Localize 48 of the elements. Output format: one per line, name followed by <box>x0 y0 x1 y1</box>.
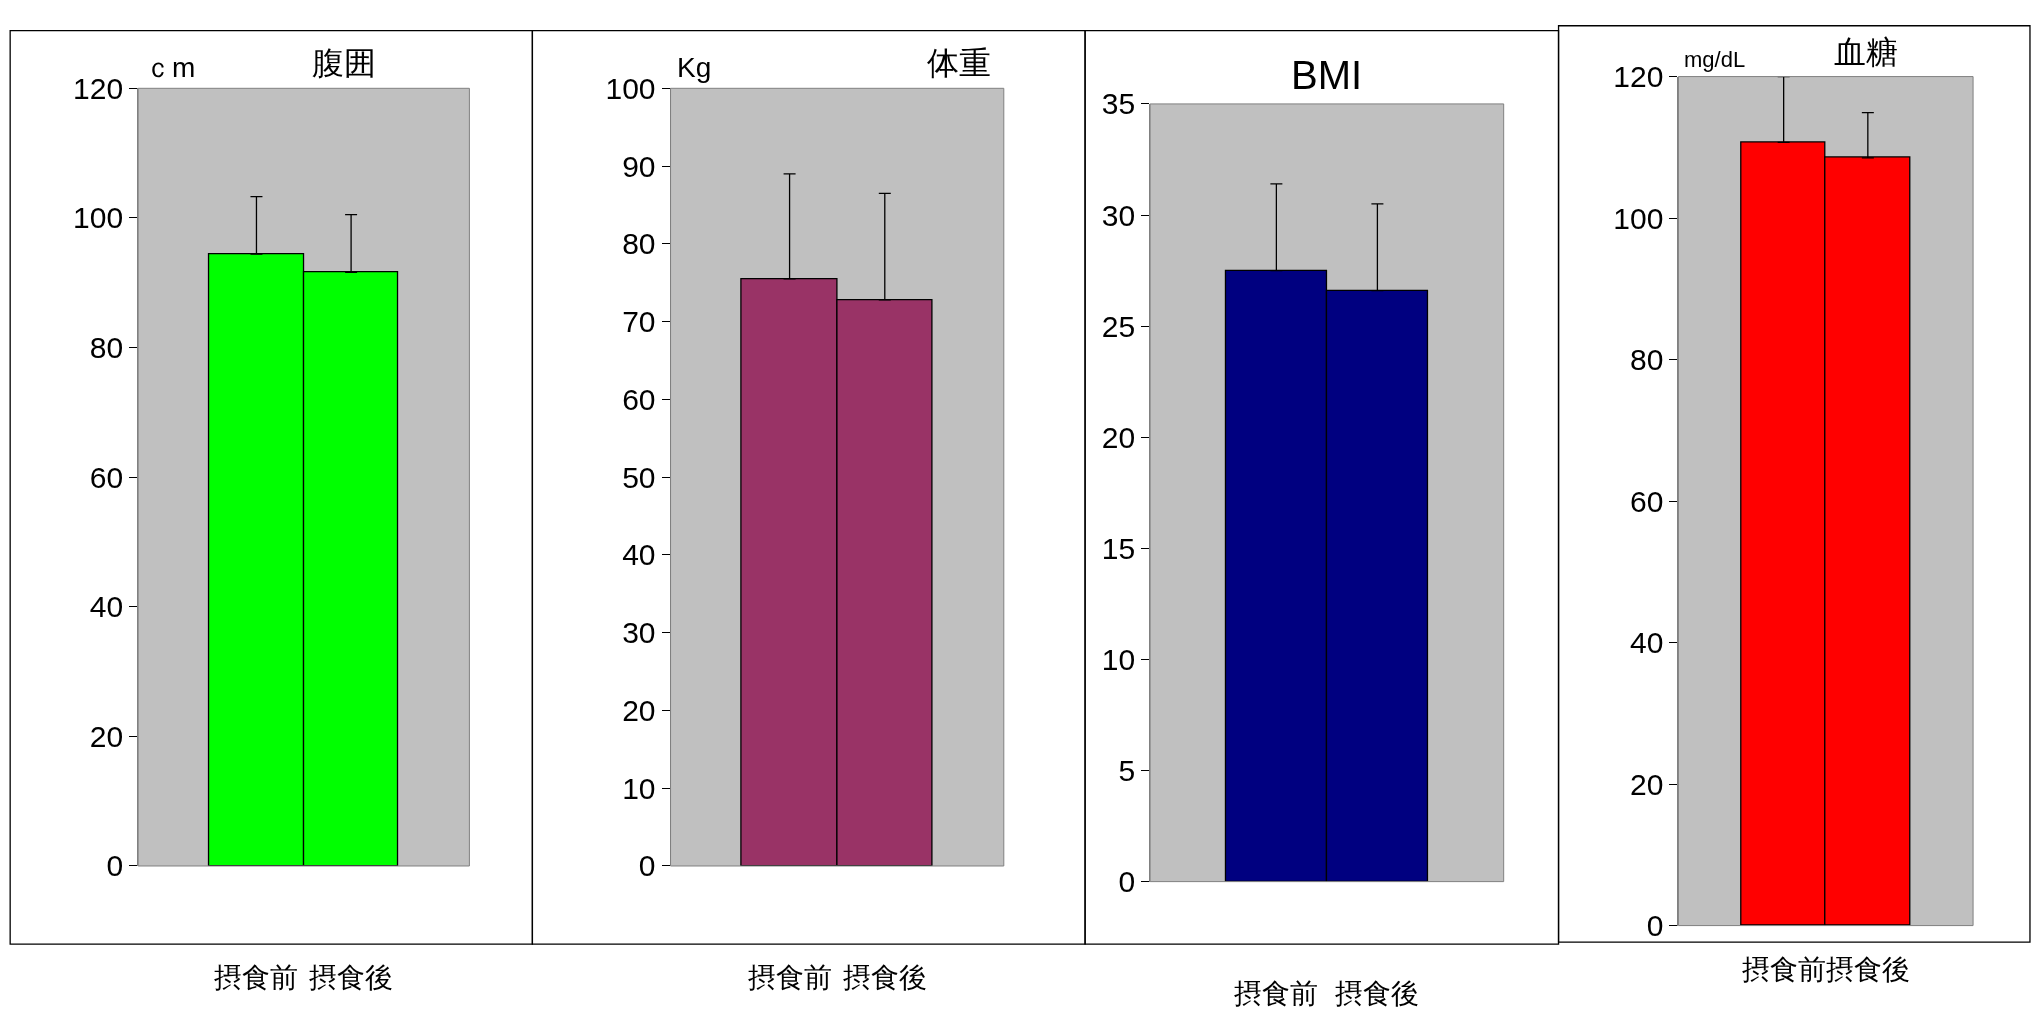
y-tick-label: 10 <box>1101 642 1136 676</box>
y-tick-label: 20 <box>622 693 656 727</box>
chart-title: 血糖 <box>1834 34 1898 70</box>
y-axis-title: mg/dL <box>1684 47 1746 72</box>
chart-title: 腹囲 <box>312 45 376 81</box>
y-tick-label: 90 <box>622 149 656 183</box>
x-tick-label: 摂食前 <box>214 961 299 993</box>
y-tick-label: 80 <box>89 331 124 365</box>
y-tick-label: 40 <box>622 538 656 572</box>
y-tick-label: 15 <box>1101 531 1136 565</box>
y-tick-label: 30 <box>622 616 656 650</box>
y-tick-label: 20 <box>89 719 124 753</box>
y-tick-label: 5 <box>1118 754 1136 788</box>
y-tick-label: 100 <box>73 201 124 235</box>
y-tick-label: 30 <box>1101 198 1136 232</box>
y-tick-label: 100 <box>1613 201 1664 235</box>
y-tick-label: 25 <box>1101 309 1136 343</box>
y-tick-label: 20 <box>1630 767 1664 801</box>
y-tick-label: 60 <box>1630 484 1664 518</box>
y-axis-title: Kg <box>677 52 712 83</box>
y-tick-label: 120 <box>1613 60 1664 94</box>
y-tick-label: 80 <box>1630 343 1664 377</box>
y-tick-label: 50 <box>622 460 656 494</box>
chart-title: BMI <box>1291 53 1363 97</box>
x-tick-label: 摂食前 <box>1234 977 1319 1009</box>
y-tick-label: 40 <box>1630 626 1664 660</box>
y-tick-label: 80 <box>622 227 656 261</box>
x-tick-label: 摂食後 <box>842 961 927 993</box>
y-tick-label: 0 <box>1118 865 1136 899</box>
y-tick-label: 35 <box>1101 87 1136 121</box>
x-tick-label: 摂食前 <box>747 961 832 993</box>
x-tick-label: 摂食後 <box>1335 977 1420 1009</box>
y-axis-title: ｃm <box>144 52 196 83</box>
y-tick-label: 0 <box>106 849 124 883</box>
y-tick-label: 70 <box>622 305 656 339</box>
y-tick-label: 40 <box>89 590 124 624</box>
x-tick-label: 摂食後 <box>1825 953 1910 985</box>
y-tick-label: 0 <box>638 849 656 883</box>
chart-title: 体重 <box>927 45 991 81</box>
y-tick-label: 20 <box>1101 420 1136 454</box>
y-tick-label: 60 <box>89 460 124 494</box>
y-tick-label: 60 <box>622 382 656 416</box>
y-tick-label: 0 <box>1646 909 1664 943</box>
y-tick-label: 100 <box>605 71 656 105</box>
y-tick-label: 120 <box>73 71 124 105</box>
x-tick-label: 摂食後 <box>309 961 394 993</box>
x-tick-label: 摂食前 <box>1741 953 1826 985</box>
y-tick-label: 10 <box>622 771 656 805</box>
